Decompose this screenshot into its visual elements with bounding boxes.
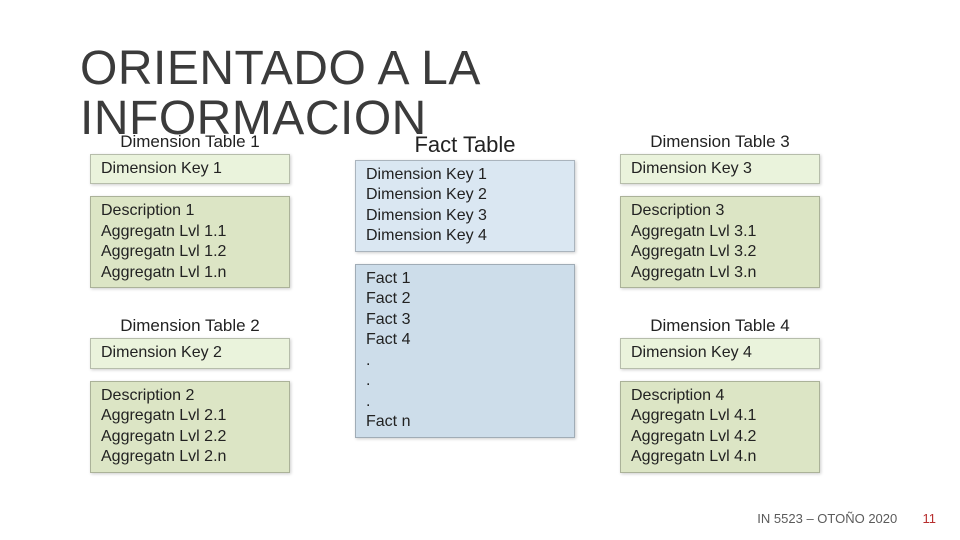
footer: IN 5523 – OTOÑO 2020 11: [757, 511, 936, 526]
dim2-agg2: Aggregatn Lvl 2.2: [101, 427, 279, 447]
fact-key-3: Dimension Key 3: [366, 206, 564, 226]
fact-body-box: Fact 1 Fact 2 Fact 3 Fact 4 . . . Fact n: [355, 264, 575, 438]
dim2-attr-box: Description 2 Aggregatn Lvl 2.1 Aggregat…: [90, 381, 290, 473]
dim3-agg1: Aggregatn Lvl 3.1: [631, 222, 809, 242]
slide: ORIENTADO A LA INFORMACION Dimension Tab…: [0, 0, 960, 540]
dim3-desc: Description 3: [631, 201, 809, 221]
fact-column: Fact Table Dimension Key 1 Dimension Key…: [355, 132, 575, 438]
fact-4: Fact 4: [366, 330, 564, 350]
right-column: Dimension Table 3 Dimension Key 3 Descri…: [620, 132, 820, 473]
dim1-attr-box: Description 1 Aggregatn Lvl 1.1 Aggregat…: [90, 196, 290, 288]
dim2-agg1: Aggregatn Lvl 2.1: [101, 406, 279, 426]
dim4-label: Dimension Table 4: [620, 316, 820, 336]
fact-keys-box: Dimension Key 1 Dimension Key 2 Dimensio…: [355, 160, 575, 252]
fact-2: Fact 2: [366, 289, 564, 309]
fact-label: Fact Table: [355, 132, 575, 158]
fact-1: Fact 1: [366, 269, 564, 289]
dim4-aggn: Aggregatn Lvl 4.n: [631, 447, 809, 467]
dim1-desc: Description 1: [101, 201, 279, 221]
dim1-label: Dimension Table 1: [90, 132, 290, 152]
left-column: Dimension Table 1 Dimension Key 1 Descri…: [90, 132, 290, 473]
dim1-agg1: Aggregatn Lvl 1.1: [101, 222, 279, 242]
page-title: ORIENTADO A LA INFORMACION: [80, 44, 481, 145]
fact-dot-3: .: [366, 392, 564, 412]
dim4-agg2: Aggregatn Lvl 4.2: [631, 427, 809, 447]
dim3-label: Dimension Table 3: [620, 132, 820, 152]
dim2-key: Dimension Key 2: [101, 343, 279, 363]
fact-dot-1: .: [366, 351, 564, 371]
dim4-key-box: Dimension Key 4: [620, 338, 820, 368]
dim1-aggn: Aggregatn Lvl 1.n: [101, 263, 279, 283]
dim3-aggn: Aggregatn Lvl 3.n: [631, 263, 809, 283]
fact-key-1: Dimension Key 1: [366, 165, 564, 185]
dim3-attr-box: Description 3 Aggregatn Lvl 3.1 Aggregat…: [620, 196, 820, 288]
dim2-aggn: Aggregatn Lvl 2.n: [101, 447, 279, 467]
page-number: 11: [923, 511, 937, 526]
dim4-key: Dimension Key 4: [631, 343, 809, 363]
fact-3: Fact 3: [366, 310, 564, 330]
fact-key-2: Dimension Key 2: [366, 185, 564, 205]
dim3-key: Dimension Key 3: [631, 159, 809, 179]
dim4-desc: Description 4: [631, 386, 809, 406]
dim4-agg1: Aggregatn Lvl 4.1: [631, 406, 809, 426]
fact-dot-2: .: [366, 371, 564, 391]
dim1-agg2: Aggregatn Lvl 1.2: [101, 242, 279, 262]
dim3-agg2: Aggregatn Lvl 3.2: [631, 242, 809, 262]
fact-n: Fact n: [366, 412, 564, 432]
dim2-label: Dimension Table 2: [90, 316, 290, 336]
dim2-desc: Description 2: [101, 386, 279, 406]
dim1-key: Dimension Key 1: [101, 159, 279, 179]
dim3-key-box: Dimension Key 3: [620, 154, 820, 184]
footer-course: IN 5523 – OTOÑO 2020: [757, 511, 897, 526]
fact-key-4: Dimension Key 4: [366, 226, 564, 246]
dim2-key-box: Dimension Key 2: [90, 338, 290, 368]
star-schema-diagram: Dimension Table 1 Dimension Key 1 Descri…: [90, 132, 870, 492]
dim1-key-box: Dimension Key 1: [90, 154, 290, 184]
title-line-1: ORIENTADO A LA: [80, 42, 481, 95]
dim4-attr-box: Description 4 Aggregatn Lvl 4.1 Aggregat…: [620, 381, 820, 473]
